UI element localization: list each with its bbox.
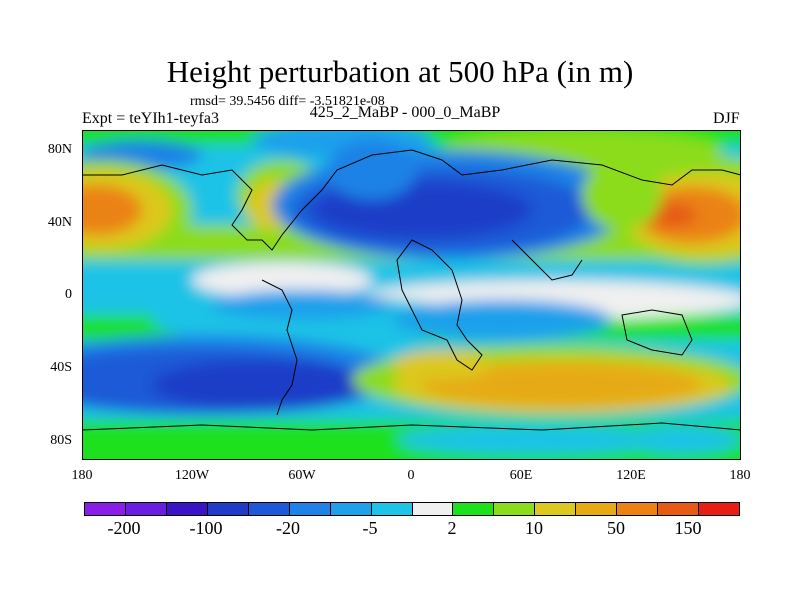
experiment-label: Expt = teYIh1-teyfa3 <box>82 110 219 127</box>
colorbar-label: 50 <box>607 518 625 538</box>
x-tick-label: 180 <box>729 468 751 483</box>
colorbar-swatch <box>576 503 618 515</box>
y-tick-label: 80N <box>47 142 72 157</box>
stats-line: rmsd= 39.5456 diff= -3.51821e-08 <box>190 94 385 109</box>
colorbar-swatch <box>494 503 536 515</box>
colorbar-label: -20 <box>276 518 300 538</box>
y-tick-label: 40N <box>47 215 72 230</box>
x-tick-label: 120E <box>616 468 646 483</box>
colorbar-label: -5 <box>362 518 378 538</box>
colorbar-label: 10 <box>525 518 543 538</box>
colorbar-swatch <box>412 503 454 515</box>
colorbar-swatch <box>535 503 577 515</box>
height-perturbation-map <box>82 130 741 460</box>
colorbar-label: -200 <box>107 518 141 538</box>
x-tick-label: 60E <box>509 468 533 483</box>
colorbar-swatch <box>289 503 331 515</box>
colorbar-swatch <box>248 503 290 515</box>
colorbar <box>84 502 740 516</box>
colorbar-swatch <box>85 503 126 515</box>
colorbar-swatch <box>453 503 495 515</box>
colorbar-swatch <box>207 503 249 515</box>
colorbar-label: 150 <box>674 518 702 538</box>
colorbar-swatch <box>658 503 700 515</box>
colorbar-swatch <box>125 503 167 515</box>
colorbar-label: 2 <box>447 518 457 538</box>
y-tick-label: 0 <box>65 287 72 302</box>
colorbar-swatch <box>330 503 372 515</box>
y-tick-label: 80S <box>50 433 72 448</box>
colorbar-swatch <box>166 503 208 515</box>
colorbar-swatch <box>371 503 413 515</box>
x-tick-label: 60W <box>288 468 316 483</box>
comparison-label: 425_2_MaBP - 000_0_MaBP <box>309 104 501 121</box>
x-tick-label: 180 <box>71 468 93 483</box>
colorbar-swatch <box>699 503 739 515</box>
x-tick-label: 0 <box>407 468 415 483</box>
coastlines <box>82 149 741 431</box>
season-label: DJF <box>713 110 740 127</box>
colorbar-label: -100 <box>189 518 223 538</box>
colorbar-swatch <box>617 503 659 515</box>
x-tick-label: 120W <box>174 468 210 483</box>
plot-title: Height perturbation at 500 hPa (in m) <box>166 54 634 89</box>
contour-fill <box>82 130 741 460</box>
y-tick-label: 40S <box>50 360 72 375</box>
